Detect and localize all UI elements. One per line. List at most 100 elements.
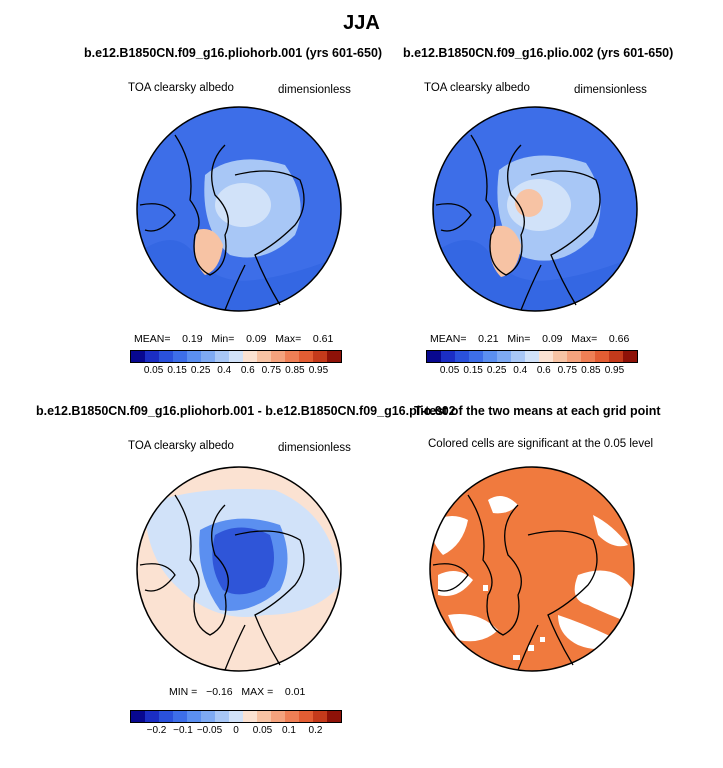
colorbar-tick-label: 0.6 [240, 365, 255, 376]
colorbar-tick-label: 0.25 [486, 365, 507, 376]
colorbar-tick-label: 0.95 [604, 365, 625, 376]
colorbar-swatch [313, 351, 327, 362]
colorbar-swatch [131, 351, 145, 362]
max-value: 0.66 [608, 333, 630, 345]
colorbar-swatch [567, 351, 581, 362]
panel-br-case-title: T-test of the two means at each grid poi… [414, 404, 661, 418]
panel-tr-units: dimensionless [574, 84, 647, 96]
diff-deep-zone [212, 527, 274, 595]
colorbar-tick-label: −0.05 [196, 725, 223, 736]
panel-tr-colorbar-ticks: 0.05 0.15 0.25 0.4 0.6 0.75 0.85 0.95 [426, 365, 638, 379]
colorbar-tick-label: −0.2 [146, 725, 167, 736]
panel-tl-polar-map [136, 106, 342, 312]
colorbar-swatch [327, 351, 341, 362]
colorbar-tick-label: 0.1 [282, 725, 296, 736]
significant-field [430, 467, 634, 671]
colorbar-tick-label: −0.1 [173, 725, 193, 736]
panel-tl-variable: TOA clearsky albedo [128, 82, 234, 94]
mean-label: MEAN= [430, 333, 467, 345]
colorbar-tick-label: 0.25 [190, 365, 211, 376]
min-value: 0.09 [246, 333, 267, 345]
panel-tr-polar-map [432, 106, 638, 312]
map-border [136, 466, 342, 672]
colorbar-tick-label: 0.05 [439, 365, 460, 376]
coastlines [139, 494, 305, 671]
colorbar-swatch [201, 711, 215, 722]
colorbar-tick-label: 0.95 [308, 365, 329, 376]
colorbar-swatch [229, 351, 243, 362]
colorbar-tick-label: 0.4 [513, 365, 528, 376]
colorbar-swatch [497, 351, 511, 362]
colorbar-swatch [257, 711, 271, 722]
colorbar-swatch [145, 711, 159, 722]
colorbar-swatch [427, 351, 441, 362]
colorbar-swatch [215, 711, 229, 722]
colorbar-swatch [187, 351, 201, 362]
colorbar-tick-label: 0.2 [308, 725, 323, 736]
panel-bl-stats: MIN = −0.16 MAX = 0.01 [169, 686, 305, 698]
colorbar-tick-label: 0.4 [217, 365, 232, 376]
mean-label: MEAN= [134, 333, 171, 345]
min-label: MIN = [169, 686, 198, 698]
colorbar-tick-label: 0.75 [557, 365, 578, 376]
coastlines [432, 494, 598, 671]
colorbar-tick-label: 0.05 [143, 365, 164, 376]
figure-title: JJA [343, 12, 380, 34]
colorbar-swatch [441, 351, 455, 362]
ocean-shade [137, 240, 341, 311]
pole-warm-spot [515, 189, 543, 217]
panel-tr-colorbar [426, 350, 638, 363]
panel-tr-case-title: b.e12.B1850CN.f09_g16.plio.002 (yrs 601-… [403, 46, 674, 60]
map-border [136, 106, 342, 312]
colorbar-swatch [609, 351, 623, 362]
colorbar-swatch [455, 351, 469, 362]
colorbar-swatch [159, 351, 173, 362]
mean-value: 0.21 [478, 333, 499, 345]
map-border [432, 106, 638, 312]
min-label: Min= [507, 333, 531, 345]
panel-bl-units: dimensionless [278, 442, 351, 454]
colorbar-swatch [511, 351, 525, 362]
colorbar-swatch [299, 351, 313, 362]
colorbar-swatch [173, 351, 187, 362]
max-label: MAX = [241, 686, 274, 698]
max-label: Max= [571, 333, 598, 345]
colorbar-swatch [173, 711, 187, 722]
colorbar-tick-label: 0.05 [252, 725, 273, 736]
colorbar-swatch [243, 351, 257, 362]
ocean-shade [433, 240, 637, 311]
colorbar-swatch [257, 351, 271, 362]
min-value: −0.16 [206, 686, 233, 698]
mean-value: 0.19 [182, 333, 203, 345]
colorbar-swatch [271, 351, 285, 362]
panel-bl-variable: TOA clearsky albedo [128, 440, 234, 452]
panel-tl-units: dimensionless [278, 84, 351, 96]
colorbar-swatch [483, 351, 497, 362]
colorbar-swatch [285, 351, 299, 362]
panel-bl-polar-map [136, 466, 342, 672]
sea-ice-core [215, 183, 271, 227]
panel-tl-stats: MEAN= 0.19 Min= 0.09 Max= 0.61 [134, 333, 333, 345]
colorbar-swatch [469, 351, 483, 362]
max-value: 0.01 [284, 686, 306, 698]
max-value: 0.61 [312, 333, 334, 345]
colorbar-tick-label: 0.15 [463, 365, 483, 376]
colorbar-swatch [159, 711, 173, 722]
colorbar-swatch [581, 351, 595, 362]
panel-br-polar-map [429, 466, 635, 672]
panel-bl-colorbar-ticks: −0.2 −0.1 −0.05 0 0.05 0.1 0.2 [130, 725, 342, 739]
coastlines [435, 134, 601, 311]
greenland-region [194, 229, 223, 275]
colorbar-swatch [623, 351, 637, 362]
colorbar-tick-label: 0.6 [536, 365, 551, 376]
colorbar-swatch [201, 351, 215, 362]
panel-br-subtitle: Colored cells are significant at the 0.0… [428, 438, 654, 450]
panel-tl-colorbar [130, 350, 342, 363]
panel-tr-stats: MEAN= 0.21 Min= 0.09 Max= 0.66 [430, 333, 629, 345]
colorbar-swatch [271, 711, 285, 722]
panel-tl-case-title: b.e12.B1850CN.f09_g16.pliohorb.001 (yrs … [84, 46, 383, 60]
colorbar-swatch [285, 711, 299, 722]
colorbar-tick-label: 0 [233, 725, 239, 736]
colorbar-swatch [145, 351, 159, 362]
min-value: 0.09 [542, 333, 563, 345]
